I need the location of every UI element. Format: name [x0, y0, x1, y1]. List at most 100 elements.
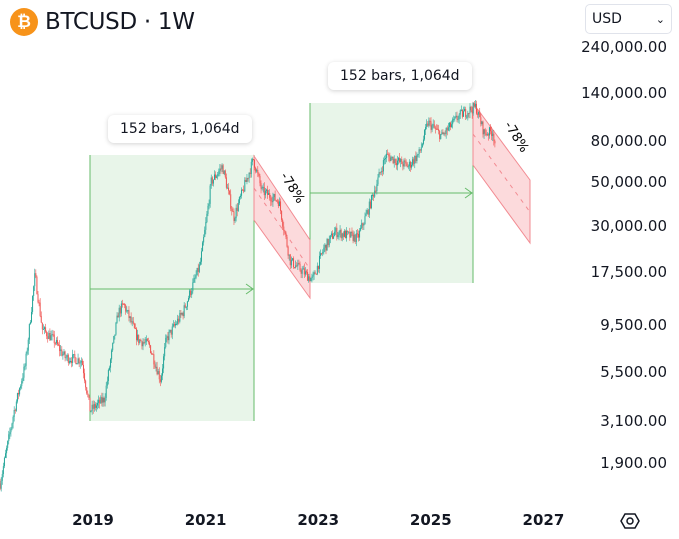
- candle-body: [297, 263, 299, 267]
- candle-body: [432, 124, 434, 126]
- candle-body: [199, 261, 201, 265]
- candle-body: [224, 170, 226, 178]
- candle-body: [459, 110, 461, 115]
- candle-body: [73, 354, 75, 356]
- candle-body: [189, 290, 191, 299]
- candle-body: [40, 315, 42, 323]
- candle-body: [166, 336, 168, 338]
- candle-body: [185, 306, 187, 308]
- candle-body: [298, 263, 300, 265]
- candle-body: [38, 302, 40, 304]
- candle-body: [15, 401, 17, 411]
- candle-body: [34, 273, 36, 287]
- candle-body: [425, 127, 427, 131]
- candle-body: [406, 163, 408, 168]
- candle-body: [100, 397, 102, 404]
- candle-body: [29, 322, 31, 324]
- candle-body: [469, 106, 471, 114]
- candle-body: [137, 334, 139, 341]
- candle-body: [290, 259, 292, 266]
- candle-body: [46, 331, 48, 337]
- candle-body: [170, 329, 172, 335]
- time-tick-label: 2019: [72, 511, 114, 529]
- candle-body: [299, 263, 301, 271]
- candle-body: [58, 344, 60, 346]
- candle-body: [108, 367, 110, 370]
- candle-body: [86, 387, 88, 394]
- candle-body: [374, 190, 376, 197]
- candle-body: [346, 230, 348, 239]
- candle-body: [49, 333, 51, 341]
- candle-body: [169, 329, 171, 332]
- candle-body: [55, 340, 57, 344]
- candle-body: [261, 187, 263, 189]
- price-tick-label: 3,100.00: [600, 411, 667, 430]
- candle-body: [487, 134, 489, 136]
- candle-body: [352, 232, 354, 241]
- candle-body: [39, 302, 41, 316]
- candle-body: [460, 109, 462, 111]
- currency-select[interactable]: USD ⌄: [585, 4, 672, 34]
- candle-body: [331, 233, 333, 239]
- candle-body: [164, 347, 166, 357]
- candle-body: [316, 265, 318, 275]
- candle-body: [471, 110, 473, 114]
- candle-body: [217, 174, 219, 177]
- candle-body: [79, 362, 81, 364]
- candle-body: [388, 154, 390, 157]
- candle-body: [215, 174, 217, 178]
- price-tick-label: 9,500.00: [600, 315, 667, 334]
- candle-body: [369, 201, 371, 209]
- candle-body: [54, 343, 56, 345]
- candle-body: [163, 356, 165, 369]
- candle-body: [280, 201, 282, 211]
- candle-body: [286, 236, 288, 247]
- candle-body: [187, 298, 189, 302]
- candle-body: [458, 114, 460, 120]
- candle-body: [92, 404, 94, 409]
- candle-body: [115, 322, 117, 335]
- candle-body: [82, 364, 84, 374]
- candle-body: [0, 480, 2, 489]
- candle-body: [477, 113, 479, 115]
- candle-body: [363, 224, 365, 226]
- candle-body: [216, 176, 218, 178]
- candle-body: [434, 127, 436, 129]
- candle-body: [140, 339, 142, 342]
- candle-body: [490, 127, 492, 132]
- candle-body: [85, 380, 87, 388]
- candle-body: [375, 190, 377, 192]
- candle-body: [355, 233, 357, 242]
- candle-body: [420, 147, 422, 151]
- candle-body: [239, 195, 241, 198]
- candle-body: [483, 129, 485, 135]
- candle-body: [251, 159, 253, 162]
- candle-body: [451, 124, 453, 128]
- candle-body: [51, 334, 53, 336]
- candle-body: [192, 282, 194, 292]
- candle-body: [296, 265, 298, 267]
- settings-hexagon-icon[interactable]: [620, 511, 640, 531]
- candle-body: [247, 178, 249, 180]
- candle-body: [272, 197, 274, 203]
- candle-body: [64, 351, 66, 358]
- candle-body: [5, 453, 7, 458]
- candle-body: [191, 291, 193, 295]
- candle-body: [274, 194, 276, 201]
- candle-body: [22, 377, 24, 382]
- candle-body: [213, 174, 215, 180]
- candle-body: [347, 230, 349, 232]
- candle-body: [260, 183, 262, 189]
- candle-body: [250, 161, 252, 175]
- candle-body: [353, 234, 355, 241]
- candle-body: [95, 405, 97, 408]
- candle-body: [324, 244, 326, 248]
- candle-body: [27, 339, 29, 351]
- candle-body: [31, 311, 33, 323]
- candle-body: [21, 381, 23, 387]
- candle-body: [484, 129, 486, 134]
- candle-body: [389, 156, 391, 162]
- candle-body: [275, 200, 277, 202]
- date-range-box-1[interactable]: [90, 155, 254, 421]
